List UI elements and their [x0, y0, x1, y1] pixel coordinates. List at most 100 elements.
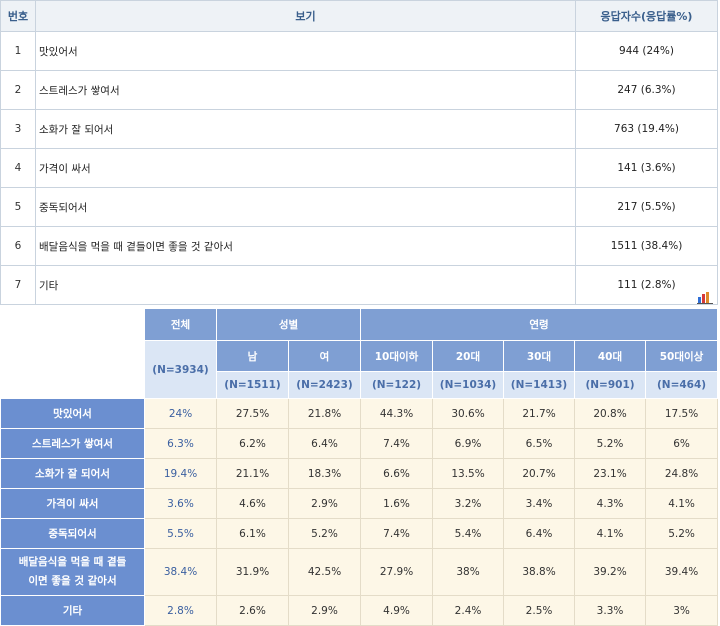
row-value: 2.4%: [432, 595, 505, 626]
row-no: 4: [0, 148, 36, 188]
cross-row: 소화가 잘 되어서 19.4% 21.1% 18.3% 6.6% 13.5% 2…: [0, 458, 719, 489]
row-no: 3: [0, 109, 36, 149]
row-value: 42.5%: [287, 548, 362, 596]
cross-row: 스트레스가 쌓여서 6.3% 6.2% 6.4% 7.4% 6.9% 6.5% …: [0, 428, 719, 459]
row-label: 스트레스가 쌓여서: [0, 428, 145, 459]
cross-row: 배달음식을 먹을 때 곁들 이면 좋을 것 같아서 38.4% 31.9% 42…: [0, 548, 719, 596]
col-label: 여: [287, 340, 362, 372]
col-label: 20대: [432, 340, 505, 372]
question-row: 3 소화가 잘 되어서 763 (19.4%): [0, 109, 718, 149]
row-option: 맛있어서: [35, 31, 576, 71]
row-label: 중독되어서: [0, 518, 145, 549]
bar-chart-icon[interactable]: [697, 292, 713, 304]
row-value: 21.8%: [287, 398, 362, 429]
row-label: 가격이 싸서: [0, 488, 145, 519]
row-total: 5.5%: [144, 518, 217, 549]
row-value: 3.2%: [432, 488, 505, 519]
row-total: 38.4%: [144, 548, 217, 596]
row-no: 1: [0, 31, 36, 71]
row-option: 소화가 잘 되어서: [35, 109, 576, 149]
cross-table: 전체 성별 연령 (N=3934) 남 여 10대이하 20대 30대 40대 …: [0, 308, 719, 626]
col-n: (N=2423): [287, 371, 362, 399]
row-value: 18.3%: [287, 458, 362, 489]
col-n: (N=1034): [432, 371, 505, 399]
row-responses: 111 (2.8%): [575, 265, 718, 305]
row-responses: 217 (5.5%): [575, 187, 718, 227]
question-row: 6 배달음식을 먹을 때 곁들이면 좋을 것 같아서 1511 (38.4%): [0, 226, 718, 266]
row-value: 6%: [645, 428, 719, 459]
cross-subheader-row: (N=3934) 남 여 10대이하 20대 30대 40대 50대이상: [1, 340, 719, 399]
row-value: 6.4%: [287, 428, 362, 459]
col-n: (N=1511): [216, 371, 289, 399]
cross-row: 기타 2.8% 2.6% 2.9% 4.9% 2.4% 2.5% 3.3% 3%: [0, 595, 719, 626]
header-gender: 성별: [215, 308, 362, 341]
col-label: 40대: [574, 340, 647, 372]
col-label: 10대이하: [360, 340, 434, 372]
question-row: 7 기타 111 (2.8%): [0, 265, 718, 305]
row-value: 1.6%: [360, 488, 434, 519]
question-row: 2 스트레스가 쌓여서 247 (6.3%): [0, 70, 718, 110]
row-option: 중독되어서: [35, 187, 576, 227]
row-value: 2.9%: [287, 595, 362, 626]
total-n: (N=3934): [144, 340, 217, 399]
row-no: 5: [0, 187, 36, 227]
row-value: 38%: [432, 548, 505, 596]
row-value: 38.8%: [503, 548, 576, 596]
row-label-line2: 이면 좋을 것 같아서: [28, 575, 117, 587]
row-responses: 1511 (38.4%): [575, 226, 718, 266]
row-value: 4.1%: [574, 518, 647, 549]
row-value: 6.4%: [503, 518, 576, 549]
header-responses: 응답자수(응답률%): [575, 0, 718, 32]
header-option: 보기: [35, 0, 576, 32]
row-label: 소화가 잘 되어서: [0, 458, 145, 489]
col-n: (N=464): [645, 371, 719, 399]
row-value: 6.9%: [432, 428, 505, 459]
row-value: 27.9%: [360, 548, 434, 596]
question-table-header: 번호 보기 응답자수(응답률%): [0, 0, 718, 32]
row-value: 3.4%: [503, 488, 576, 519]
row-option: 기타: [35, 265, 576, 305]
row-value: 5.4%: [432, 518, 505, 549]
row-no: 2: [0, 70, 36, 110]
question-row: 5 중독되어서 217 (5.5%): [0, 187, 718, 227]
cross-header-row: 전체 성별 연령: [0, 308, 719, 399]
row-value: 21.1%: [216, 458, 289, 489]
row-value: 5.2%: [645, 518, 719, 549]
row-value: 4.1%: [645, 488, 719, 519]
row-value: 31.9%: [216, 548, 289, 596]
row-value: 7.4%: [360, 428, 434, 459]
row-value: 6.5%: [503, 428, 576, 459]
row-responses: 247 (6.3%): [575, 70, 718, 110]
cross-n-row: (N=1511) (N=2423) (N=122) (N=1034) (N=14…: [1, 371, 719, 399]
row-value: 6.2%: [216, 428, 289, 459]
row-value: 2.5%: [503, 595, 576, 626]
col-label: 남: [216, 340, 289, 372]
row-value: 4.6%: [216, 488, 289, 519]
row-value: 6.1%: [216, 518, 289, 549]
row-total: 2.8%: [144, 595, 217, 626]
row-total: 6.3%: [144, 428, 217, 459]
col-label: 50대이상: [645, 340, 719, 372]
row-total: 24%: [144, 398, 217, 429]
row-value: 20.7%: [503, 458, 576, 489]
row-value: 27.5%: [216, 398, 289, 429]
row-value: 17.5%: [645, 398, 719, 429]
row-value: 4.3%: [574, 488, 647, 519]
question-row: 4 가격이 싸서 141 (3.6%): [0, 148, 718, 188]
header-age: 연령: [360, 308, 719, 341]
row-value: 13.5%: [432, 458, 505, 489]
row-value: 20.8%: [574, 398, 647, 429]
corner-cell: [0, 308, 145, 399]
row-total: 3.6%: [144, 488, 217, 519]
row-label: 맛있어서: [0, 398, 145, 429]
row-value: 30.6%: [432, 398, 505, 429]
row-value: 23.1%: [574, 458, 647, 489]
question-table: 번호 보기 응답자수(응답률%) 1 맛있어서 944 (24%) 2 스트레스…: [0, 0, 718, 305]
header-total: 전체: [144, 308, 217, 341]
row-value: 39.4%: [645, 548, 719, 596]
row-value: 3%: [645, 595, 719, 626]
row-no: 6: [0, 226, 36, 266]
row-value: 7.4%: [360, 518, 434, 549]
row-responses: 944 (24%): [575, 31, 718, 71]
